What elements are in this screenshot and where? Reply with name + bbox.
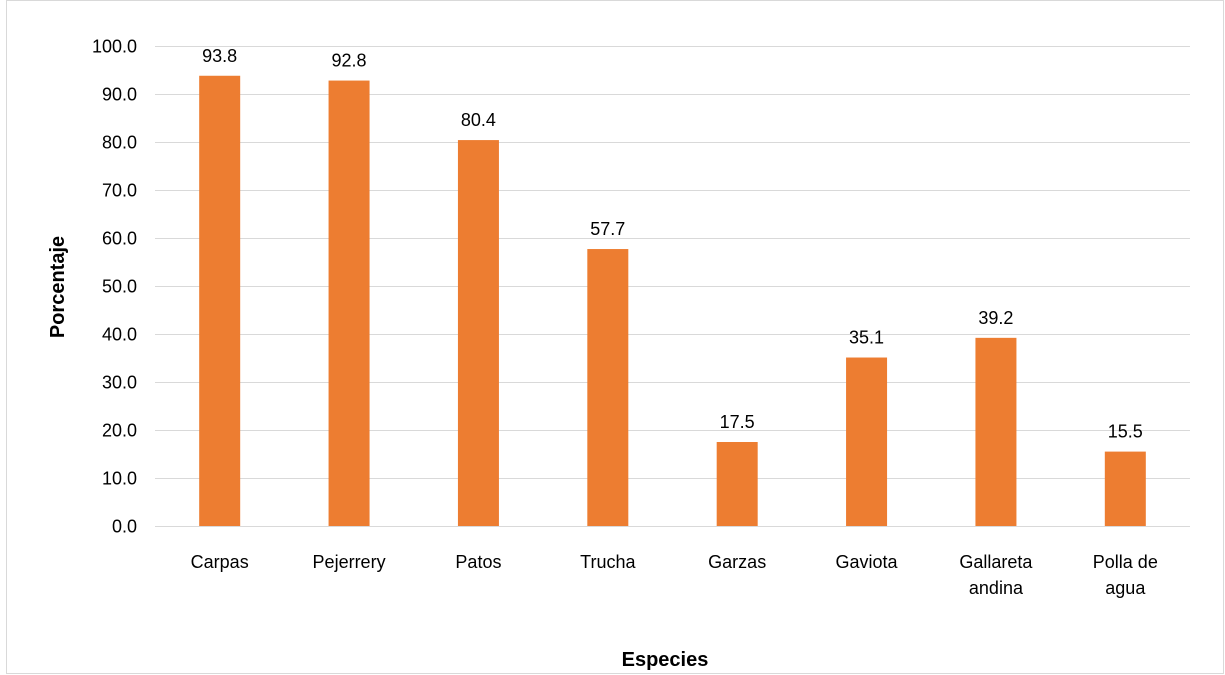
y-tick-label: 30.0: [102, 373, 137, 393]
y-tick-label: 10.0: [102, 469, 137, 489]
data-label: 57.7: [590, 219, 625, 239]
y-tick-label: 40.0: [102, 325, 137, 345]
x-tick-label: Gallareta andina: [959, 552, 1033, 598]
data-label: 15.5: [1108, 422, 1143, 442]
x-tick-label: Carpas: [191, 552, 249, 572]
y-tick-label: 50.0: [102, 277, 137, 297]
x-axis-title: Especies: [622, 649, 709, 671]
x-tick-label: Gaviota: [836, 552, 899, 572]
bar: [328, 80, 370, 526]
bar: [199, 75, 241, 526]
bar: [975, 337, 1017, 526]
bars: [199, 75, 1146, 527]
y-axis-title: Porcentaje: [47, 236, 69, 338]
bar: [587, 249, 629, 527]
y-tick-label: 70.0: [102, 181, 137, 201]
y-tick-label: 20.0: [102, 421, 137, 441]
y-tick-label: 0.0: [112, 517, 137, 537]
data-label: 92.8: [332, 51, 367, 71]
bar: [846, 357, 888, 526]
y-tick-label: 60.0: [102, 229, 137, 249]
data-label: 35.1: [849, 328, 884, 348]
y-tick-label: 80.0: [102, 133, 137, 153]
x-axis-ticks: Carpas Pejerrery Patos Trucha Garzas Gaviota G…: [191, 552, 1158, 598]
data-label: 80.4: [461, 110, 496, 130]
y-tick-label: 90.0: [102, 85, 137, 105]
bar: [457, 140, 499, 526]
data-label: 17.5: [720, 412, 755, 432]
gridlines: [155, 46, 1190, 527]
x-tick-label: Pejerrery: [313, 552, 386, 572]
bar: [1104, 451, 1146, 526]
y-axis-ticks: 0.0 10.0 20.0 30.0 40.0 50.0 60.0 70.0 80.0 90.0 1…: [92, 37, 137, 537]
data-label: 93.8: [202, 46, 237, 66]
x-tick-label: Patos: [455, 552, 501, 572]
data-label: 39.2: [978, 308, 1013, 328]
bar: [716, 442, 758, 526]
x-tick-label: Garzas: [708, 552, 766, 572]
y-tick-label: 100.0: [92, 37, 137, 57]
x-tick-label: Polla de agua: [1093, 552, 1158, 598]
x-tick-label: Trucha: [580, 552, 636, 572]
data-labels: 93.8 92.8 80.4 57.7 17.5 35.1 39.2 15.5: [202, 46, 1143, 442]
